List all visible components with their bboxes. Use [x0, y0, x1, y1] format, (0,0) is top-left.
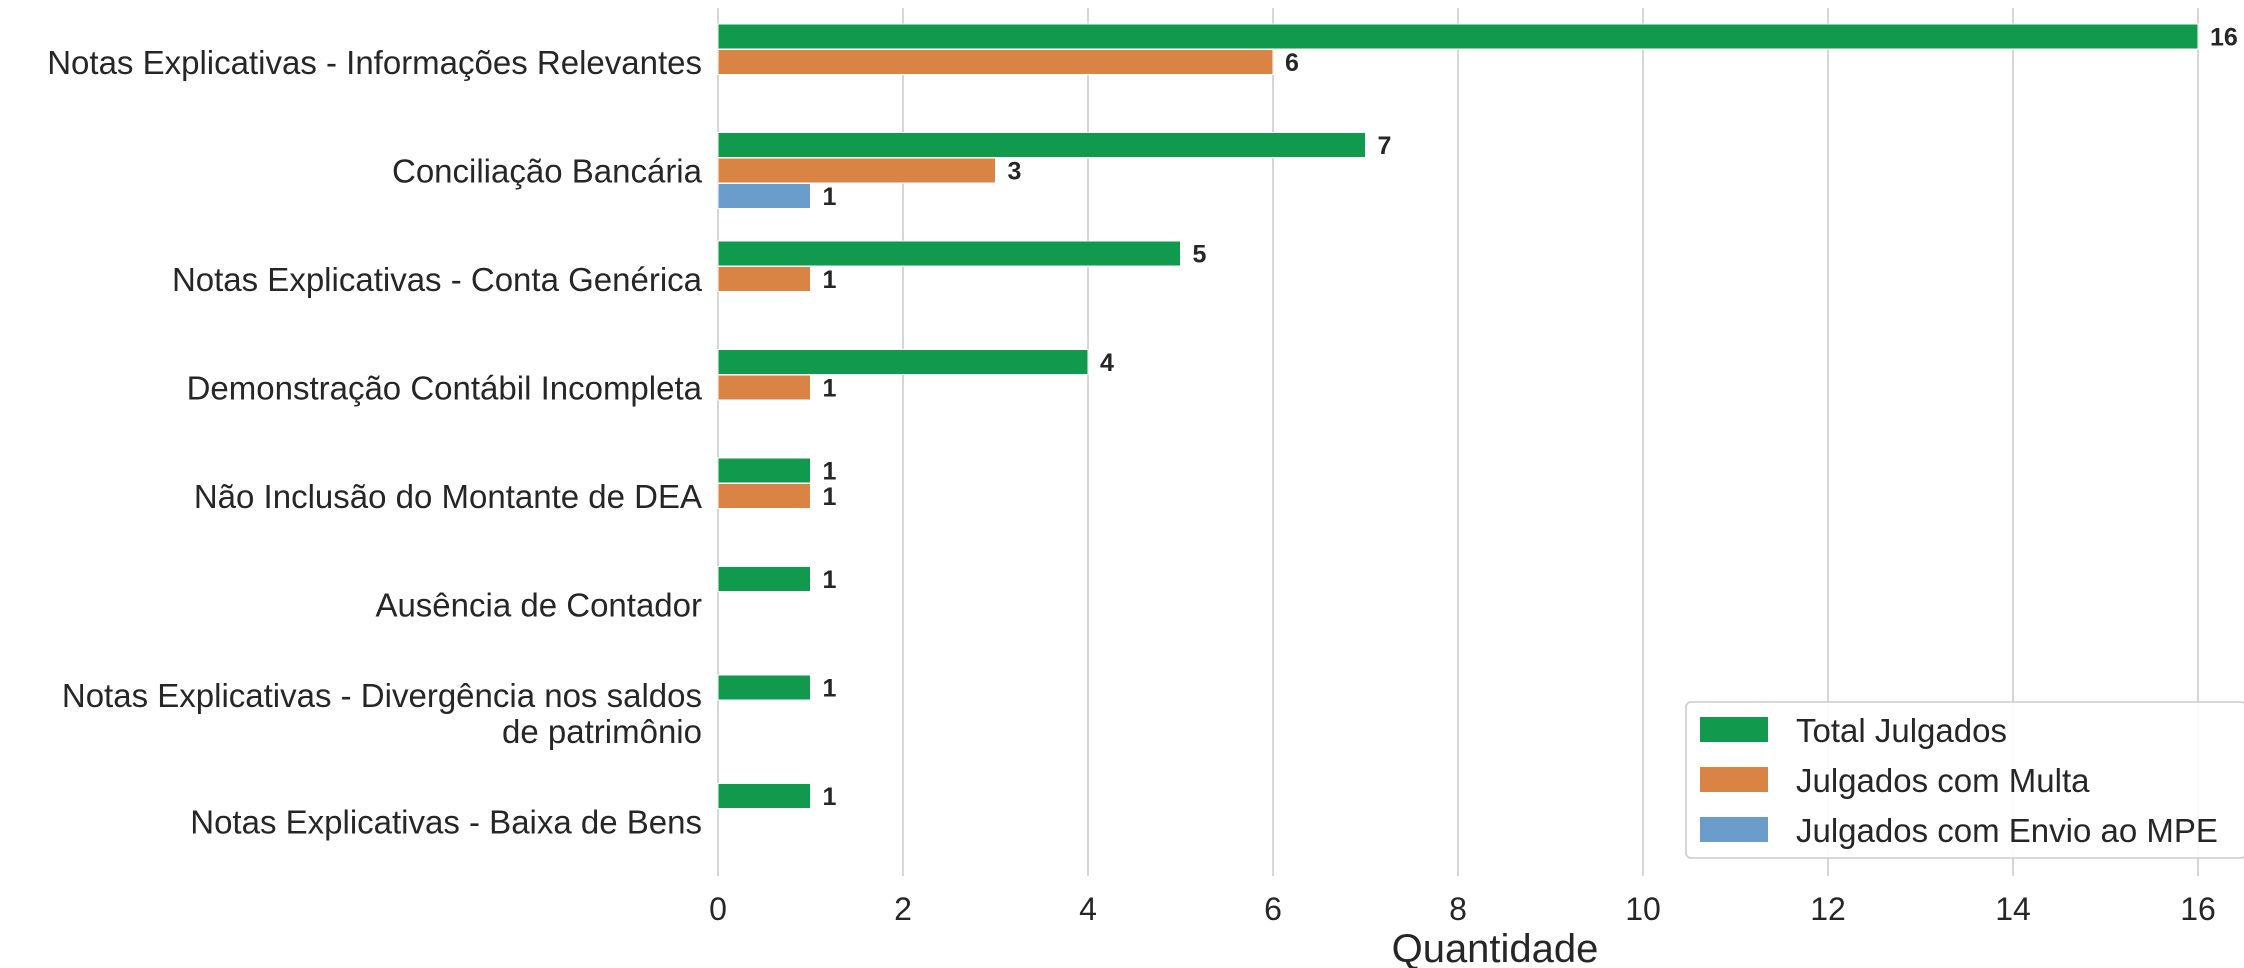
bar	[717, 132, 1366, 158]
x-tick-label: 14	[1995, 891, 2031, 927]
bar	[717, 240, 1181, 267]
category-label: Conciliação Bancária	[392, 153, 703, 190]
category-label: Não Inclusão do Montante de DEA	[194, 478, 702, 515]
bar	[717, 157, 996, 184]
legend-swatch	[1700, 767, 1768, 792]
data-label: 1	[823, 458, 837, 486]
bar	[717, 566, 811, 592]
x-axis-title: Quantidade	[1392, 927, 1599, 968]
bar	[717, 457, 811, 484]
bar	[717, 23, 2199, 50]
legend: Total Julgados Julgados com Multa Julgados…	[1685, 701, 2244, 859]
category-label-line: de patrimônio	[502, 713, 702, 750]
bar	[717, 349, 1089, 375]
x-tick-label: 16	[2180, 891, 2216, 927]
legend-label: Total Julgados	[1796, 712, 2007, 749]
legend-label: Julgados com Envio ao MPE	[1796, 812, 2218, 849]
bar	[717, 674, 811, 701]
data-label: 4	[1100, 349, 1114, 377]
data-label: 1	[823, 375, 837, 403]
x-tick-label: 6	[1264, 891, 1282, 927]
x-tick-label: 10	[1625, 891, 1661, 927]
category-label: Demonstração Contábil Incompleta	[187, 370, 703, 407]
data-label: 1	[823, 483, 837, 511]
legend-swatch	[1700, 717, 1768, 742]
data-label: 3	[1008, 158, 1022, 186]
bar	[717, 783, 811, 809]
category-label-line: Notas Explicativas - Conta Genérica	[172, 261, 703, 298]
bar	[717, 266, 811, 292]
data-label: 6	[1285, 49, 1299, 77]
bar	[717, 483, 811, 509]
bar	[717, 183, 811, 209]
data-label: 7	[1378, 132, 1392, 160]
data-label: 1	[823, 566, 837, 594]
legend-frame	[1685, 701, 2244, 859]
data-label: 5	[1193, 241, 1207, 269]
category-label-line: Ausência de Contador	[375, 587, 702, 624]
data-label: 16	[2210, 24, 2238, 52]
category-label: Notas Explicativas - Conta Genérica	[172, 261, 703, 298]
x-tick-label: 2	[894, 891, 912, 927]
data-label: 1	[823, 675, 837, 703]
category-label-line: Demonstração Contábil Incompleta	[187, 370, 703, 407]
legend-swatch	[1700, 817, 1768, 842]
x-tick-labels: 0 2 4 6 8 10 12 14 16	[709, 891, 2216, 927]
x-tick-label: 12	[1810, 891, 1846, 927]
category-label-line: Não Inclusão do Montante de DEA	[194, 478, 702, 515]
x-tick-label: 4	[1079, 891, 1097, 927]
category-label: Notas Explicativas - Baixa de Bens	[190, 804, 702, 841]
data-label: 1	[823, 783, 837, 811]
data-label: 1	[823, 266, 837, 294]
x-tick-label: 0	[709, 891, 727, 927]
category-label: Notas Explicativas - Divergência nos sal…	[62, 677, 702, 750]
category-label-line: Notas Explicativas - Informações Relevan…	[47, 44, 702, 81]
category-label-line: Conciliação Bancária	[392, 153, 703, 190]
category-label: Notas Explicativas - Informações Relevan…	[47, 44, 702, 81]
data-label: 1	[823, 183, 837, 211]
category-label-line: Notas Explicativas - Baixa de Bens	[190, 804, 702, 841]
bar	[717, 374, 811, 401]
category-labels: Notas Explicativas - Informações Relevan…	[47, 44, 702, 841]
category-label-line: Notas Explicativas - Divergência nos sal…	[62, 677, 702, 714]
x-tick-label: 8	[1449, 891, 1467, 927]
legend-label: Julgados com Multa	[1796, 762, 2090, 799]
bar	[717, 49, 1274, 75]
category-label: Ausência de Contador	[375, 587, 702, 624]
